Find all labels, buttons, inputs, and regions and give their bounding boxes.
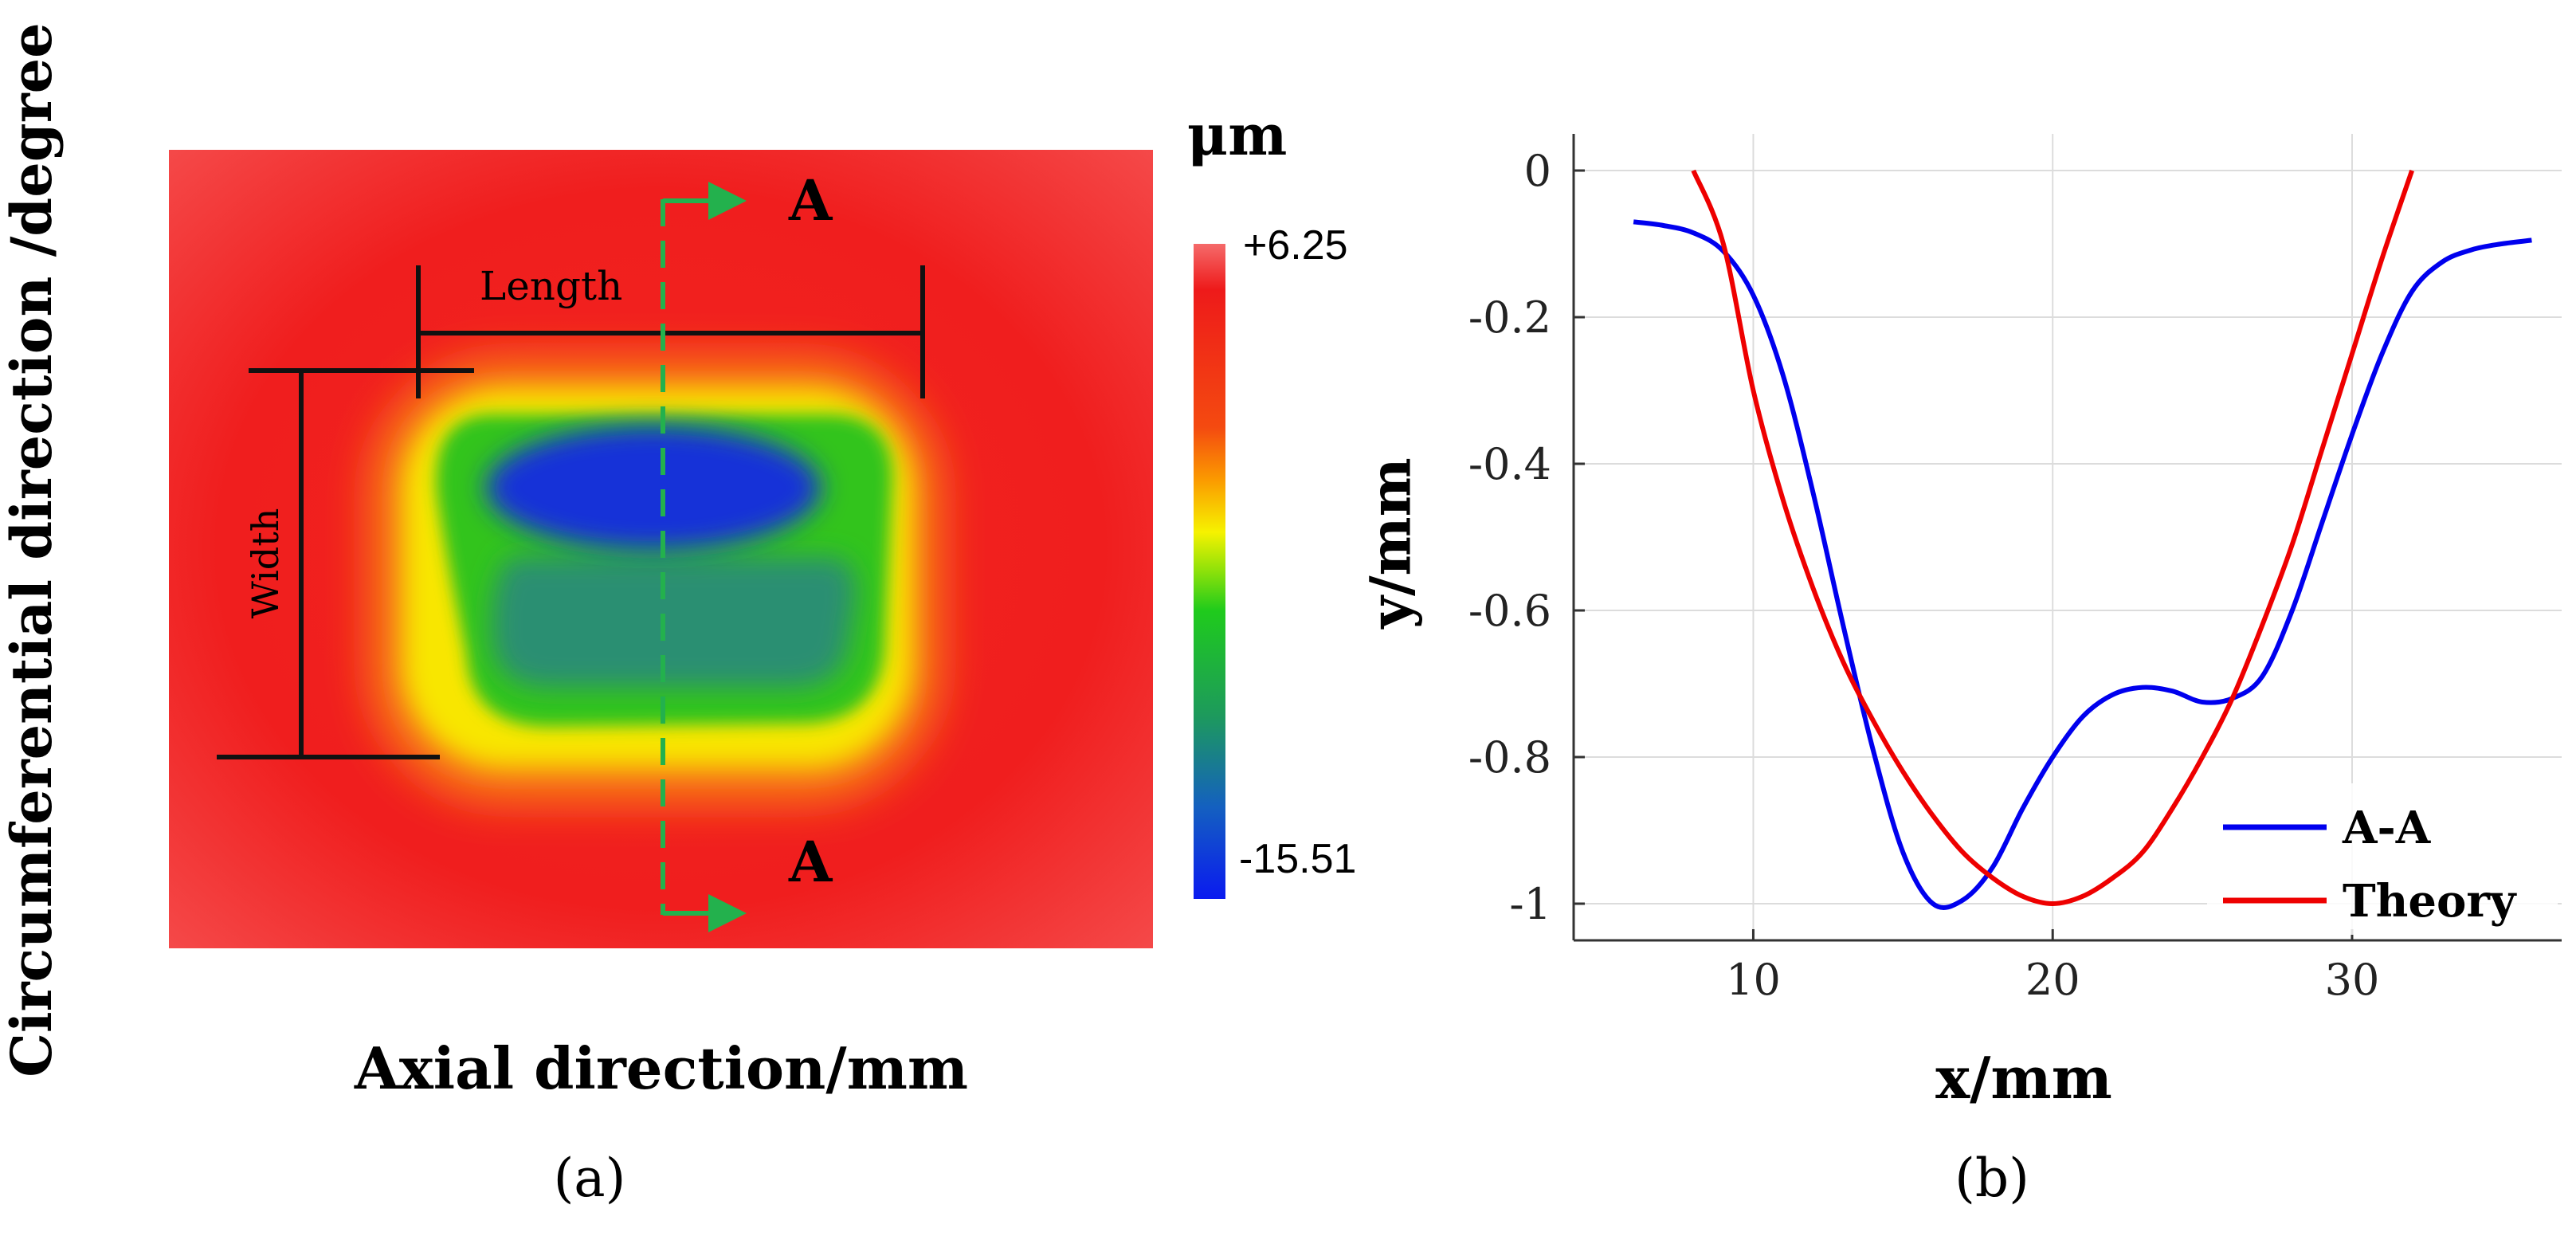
panel-b-label-text: (b) — [1955, 1148, 2029, 1209]
y-tick-label: -0.4 — [1468, 439, 1551, 489]
x-tick-label: 10 — [1726, 955, 1781, 1005]
chart-series — [1633, 169, 2532, 910]
panel-a-label-text: (a) — [553, 1148, 626, 1209]
chart-legend: A-A Theory — [2207, 783, 2558, 935]
chart-y-axis-label: y/mm — [1357, 457, 1424, 629]
y-tick-label: -0.8 — [1468, 732, 1551, 783]
y-tick-label: 0 — [1524, 146, 1551, 196]
chart-x-axis-label: x/mm — [1935, 1044, 2112, 1112]
colorbar-unit-label: μm — [1187, 102, 1288, 168]
panel-a-x-axis-label: Axial direction/mm — [354, 1034, 969, 1102]
legend-box — [2207, 783, 2558, 935]
x-tick-label: 30 — [2325, 955, 2380, 1005]
series-line-theory — [1691, 169, 2414, 906]
section-label-bottom: A — [789, 829, 833, 895]
series-line-a-a — [1633, 219, 2532, 910]
legend-label-theory: Theory — [2343, 875, 2517, 928]
width-dimension — [217, 368, 474, 759]
chart-axes — [1572, 134, 2562, 942]
length-dimension — [416, 265, 925, 398]
legend-label-a-a: A-A — [2342, 802, 2432, 854]
panel-a-label: (a) — [510, 1148, 669, 1209]
section-label-top: A — [789, 167, 833, 233]
colorbar — [1194, 244, 1225, 899]
colorbar-max-label: +6.25 — [1243, 222, 1348, 269]
x-tick-label: 20 — [2025, 955, 2080, 1005]
dent-deep-region — [486, 426, 821, 550]
dent-mid-region — [492, 558, 856, 687]
length-label: Length — [480, 263, 623, 309]
y-tick-label: -1 — [1509, 879, 1551, 929]
panel-b-label: (b) — [1912, 1148, 2072, 1209]
y-tick-label: -0.6 — [1468, 586, 1551, 636]
colorbar-min-label: -15.51 — [1239, 836, 1357, 882]
chart-tick-labels: 10 20 30 0 -0.2 -0.4 -0.6 -0.8 -1 — [1468, 146, 2379, 1005]
y-tick-label: -0.2 — [1468, 292, 1551, 343]
